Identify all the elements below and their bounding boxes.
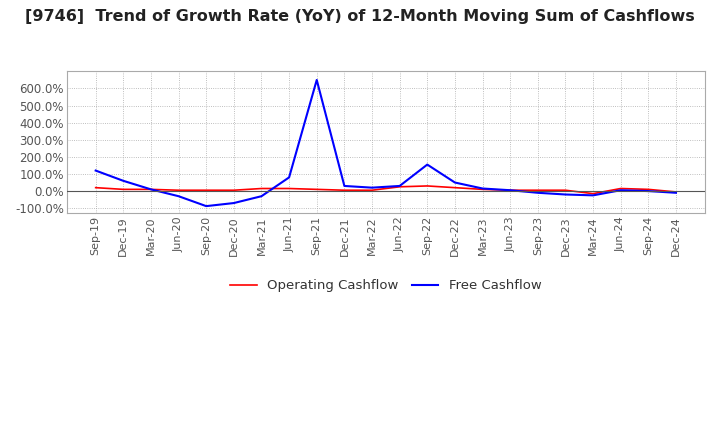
Operating Cashflow xyxy=(672,189,680,194)
Operating Cashflow xyxy=(506,187,515,193)
Line: Operating Cashflow: Operating Cashflow xyxy=(96,186,676,194)
Free Cashflow xyxy=(534,190,542,195)
Operating Cashflow xyxy=(174,187,183,193)
Free Cashflow xyxy=(368,185,377,190)
Free Cashflow xyxy=(174,194,183,199)
Operating Cashflow xyxy=(119,187,127,192)
Operating Cashflow xyxy=(589,191,598,196)
Operating Cashflow xyxy=(257,186,266,191)
Operating Cashflow xyxy=(368,187,377,193)
Free Cashflow xyxy=(672,190,680,195)
Free Cashflow xyxy=(257,194,266,199)
Free Cashflow xyxy=(589,193,598,198)
Operating Cashflow xyxy=(395,184,404,190)
Free Cashflow xyxy=(91,168,100,173)
Free Cashflow xyxy=(285,175,294,180)
Free Cashflow xyxy=(202,203,210,209)
Free Cashflow xyxy=(340,183,348,189)
Operating Cashflow xyxy=(423,183,431,189)
Operating Cashflow xyxy=(451,185,459,190)
Free Cashflow xyxy=(230,200,238,205)
Operating Cashflow xyxy=(202,187,210,193)
Free Cashflow xyxy=(395,183,404,189)
Operating Cashflow xyxy=(312,187,321,192)
Free Cashflow xyxy=(561,192,570,197)
Operating Cashflow xyxy=(534,187,542,193)
Operating Cashflow xyxy=(478,187,487,192)
Free Cashflow xyxy=(506,187,515,193)
Free Cashflow xyxy=(423,162,431,167)
Operating Cashflow xyxy=(340,187,348,193)
Legend: Operating Cashflow, Free Cashflow: Operating Cashflow, Free Cashflow xyxy=(225,274,546,297)
Operating Cashflow xyxy=(616,186,625,191)
Operating Cashflow xyxy=(147,187,156,192)
Operating Cashflow xyxy=(644,187,652,192)
Free Cashflow xyxy=(147,187,156,192)
Text: [9746]  Trend of Growth Rate (YoY) of 12-Month Moving Sum of Cashflows: [9746] Trend of Growth Rate (YoY) of 12-… xyxy=(25,9,695,24)
Operating Cashflow xyxy=(230,187,238,193)
Free Cashflow xyxy=(451,180,459,185)
Line: Free Cashflow: Free Cashflow xyxy=(96,80,676,206)
Free Cashflow xyxy=(312,77,321,83)
Free Cashflow xyxy=(119,178,127,183)
Operating Cashflow xyxy=(91,185,100,190)
Free Cashflow xyxy=(644,188,652,194)
Free Cashflow xyxy=(478,186,487,191)
Operating Cashflow xyxy=(285,186,294,191)
Free Cashflow xyxy=(616,187,625,193)
Operating Cashflow xyxy=(561,187,570,193)
